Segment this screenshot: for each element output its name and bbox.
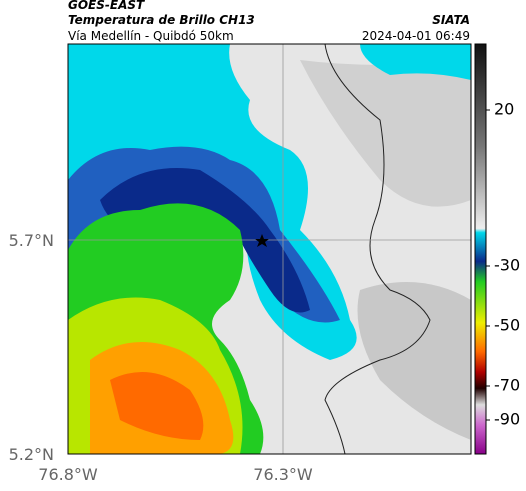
- colorbar-tick-label: -50: [494, 316, 520, 335]
- colorbar-tick-label: 20: [494, 100, 514, 119]
- timestamp: 2024-04-01 06:49: [362, 29, 470, 43]
- colorbar-ticks: 20 -30 -50 -70 -90: [486, 100, 520, 429]
- region: Vía Medellín - Quibdó 50km: [68, 29, 234, 43]
- satellite-name: GOES-EAST: [68, 0, 145, 12]
- source: SIATA: [432, 13, 470, 27]
- colorbar: [474, 43, 487, 455]
- lon-label: 76.8°W: [38, 465, 98, 484]
- colorbar-tick-label: -30: [494, 256, 520, 275]
- product-name: Temperatura de Brillo CH13: [68, 13, 255, 27]
- lat-label: 5.7°N: [9, 231, 54, 250]
- satellite-image: [68, 44, 471, 454]
- colorbar-tick-label: -70: [494, 376, 520, 395]
- lon-label: 76.3°W: [253, 465, 313, 484]
- colorbar-tick-label: -90: [494, 410, 520, 429]
- lat-label: 5.2°N: [9, 445, 54, 464]
